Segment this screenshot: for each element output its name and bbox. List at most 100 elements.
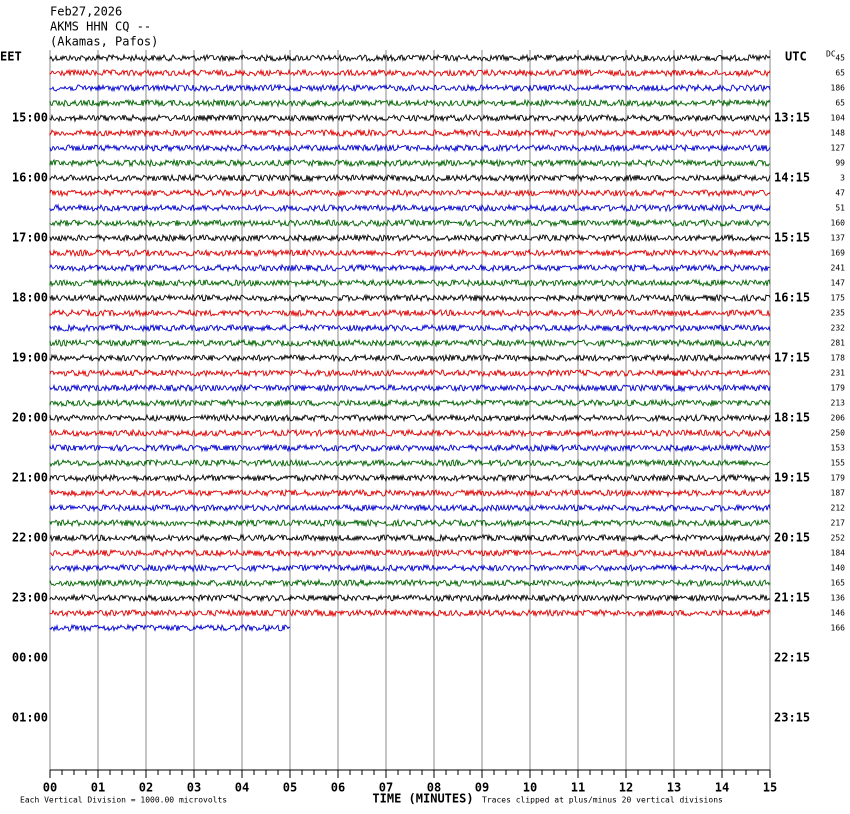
note-right: Traces clipped at plus/minus 20 vertical… — [482, 796, 723, 805]
dc-value: 146 — [831, 609, 846, 618]
trace — [49, 383, 771, 393]
trace — [49, 518, 771, 528]
x-tick-label: 11 — [571, 781, 585, 795]
dc-value: 169 — [831, 249, 846, 258]
trace — [49, 113, 771, 123]
trace — [49, 128, 771, 138]
x-tick-label: 08 — [427, 781, 441, 795]
dc-value: 166 — [831, 624, 846, 633]
trace — [49, 278, 771, 288]
left-time: 20:00 — [12, 411, 48, 425]
dc-value: 252 — [831, 534, 846, 543]
left-time: 17:00 — [12, 231, 48, 245]
trace — [49, 428, 771, 438]
trace — [49, 443, 771, 453]
left-time: 16:00 — [12, 171, 48, 185]
left-time: 22:00 — [12, 531, 48, 545]
dc-value: 153 — [831, 444, 846, 453]
x-tick-label: 04 — [235, 781, 249, 795]
right-time: 17:15 — [774, 351, 810, 365]
x-tick-label: 14 — [715, 781, 729, 795]
note-left: Each Vertical Division = 1000.00 microvo… — [20, 796, 227, 805]
dc-value: 99 — [835, 159, 845, 168]
right-time: 16:15 — [774, 291, 810, 305]
trace — [49, 503, 771, 513]
right-time: 23:15 — [774, 711, 810, 725]
dc-value: 186 — [831, 84, 846, 93]
x-tick-label: 00 — [43, 781, 57, 795]
dc-value: 45 — [835, 54, 845, 63]
trace — [49, 218, 771, 228]
dc-value: 250 — [831, 429, 846, 438]
dc-value: 178 — [831, 354, 846, 363]
trace — [49, 83, 771, 93]
dc-value: 212 — [831, 504, 846, 513]
date: Feb27,2026 — [50, 5, 122, 19]
dc-value: 65 — [835, 99, 845, 108]
x-tick-label: 10 — [523, 781, 537, 795]
dc-value: 160 — [831, 219, 846, 228]
right-zone: UTC — [785, 50, 807, 64]
station: AKMS HHN CQ -- — [50, 20, 151, 34]
dc-value: 281 — [831, 339, 846, 348]
dc-value: 3 — [840, 174, 845, 183]
right-time: 14:15 — [774, 171, 810, 185]
right-time: 20:15 — [774, 531, 810, 545]
dc-value: 127 — [831, 144, 846, 153]
dc-value: 165 — [831, 579, 846, 588]
trace — [49, 458, 771, 468]
dc-value: 104 — [831, 114, 846, 123]
x-tick-label: 13 — [667, 781, 681, 795]
left-time: 21:00 — [12, 471, 48, 485]
dc-value: 206 — [831, 414, 846, 423]
trace — [49, 338, 771, 348]
left-time: 19:00 — [12, 351, 48, 365]
trace — [49, 308, 771, 318]
trace — [49, 203, 771, 213]
left-time: 15:00 — [12, 111, 48, 125]
trace — [49, 143, 771, 153]
left-time: 01:00 — [12, 711, 48, 725]
x-tick-label: 12 — [619, 781, 633, 795]
dc-value: 137 — [831, 234, 846, 243]
right-time: 21:15 — [774, 591, 810, 605]
x-axis-label: TIME (MINUTES) — [372, 792, 473, 806]
x-tick-label: 07 — [379, 781, 393, 795]
left-time: 18:00 — [12, 291, 48, 305]
dc-value: 47 — [835, 189, 845, 198]
dc-value: 148 — [831, 129, 846, 138]
dc-value: 147 — [831, 279, 846, 288]
trace — [49, 233, 771, 243]
dc-value: 184 — [831, 549, 846, 558]
trace — [49, 488, 771, 498]
trace — [49, 158, 771, 168]
trace — [49, 533, 771, 543]
trace — [49, 473, 771, 483]
trace — [49, 578, 771, 588]
right-time: 15:15 — [774, 231, 810, 245]
x-tick-label: 05 — [283, 781, 297, 795]
right-time: 22:15 — [774, 651, 810, 665]
x-tick-label: 03 — [187, 781, 201, 795]
right-time: 18:15 — [774, 411, 810, 425]
dc-value: 155 — [831, 459, 846, 468]
right-time: 13:15 — [774, 111, 810, 125]
left-time: 00:00 — [12, 651, 48, 665]
x-tick-label: 15 — [763, 781, 777, 795]
trace — [49, 98, 771, 108]
dc-value: 241 — [831, 264, 846, 273]
dc-value: 175 — [831, 294, 846, 303]
dc-value: 179 — [831, 384, 846, 393]
trace — [49, 263, 771, 273]
trace — [49, 548, 771, 558]
trace — [49, 323, 771, 333]
dc-value: 213 — [831, 399, 846, 408]
x-tick-label: 06 — [331, 781, 345, 795]
trace — [49, 248, 771, 258]
dc-value: 232 — [831, 324, 846, 333]
dc-label: DC — [826, 50, 836, 59]
right-time: 19:15 — [774, 471, 810, 485]
dc-value: 51 — [835, 204, 845, 213]
location: (Akamas, Pafos) — [50, 35, 158, 49]
